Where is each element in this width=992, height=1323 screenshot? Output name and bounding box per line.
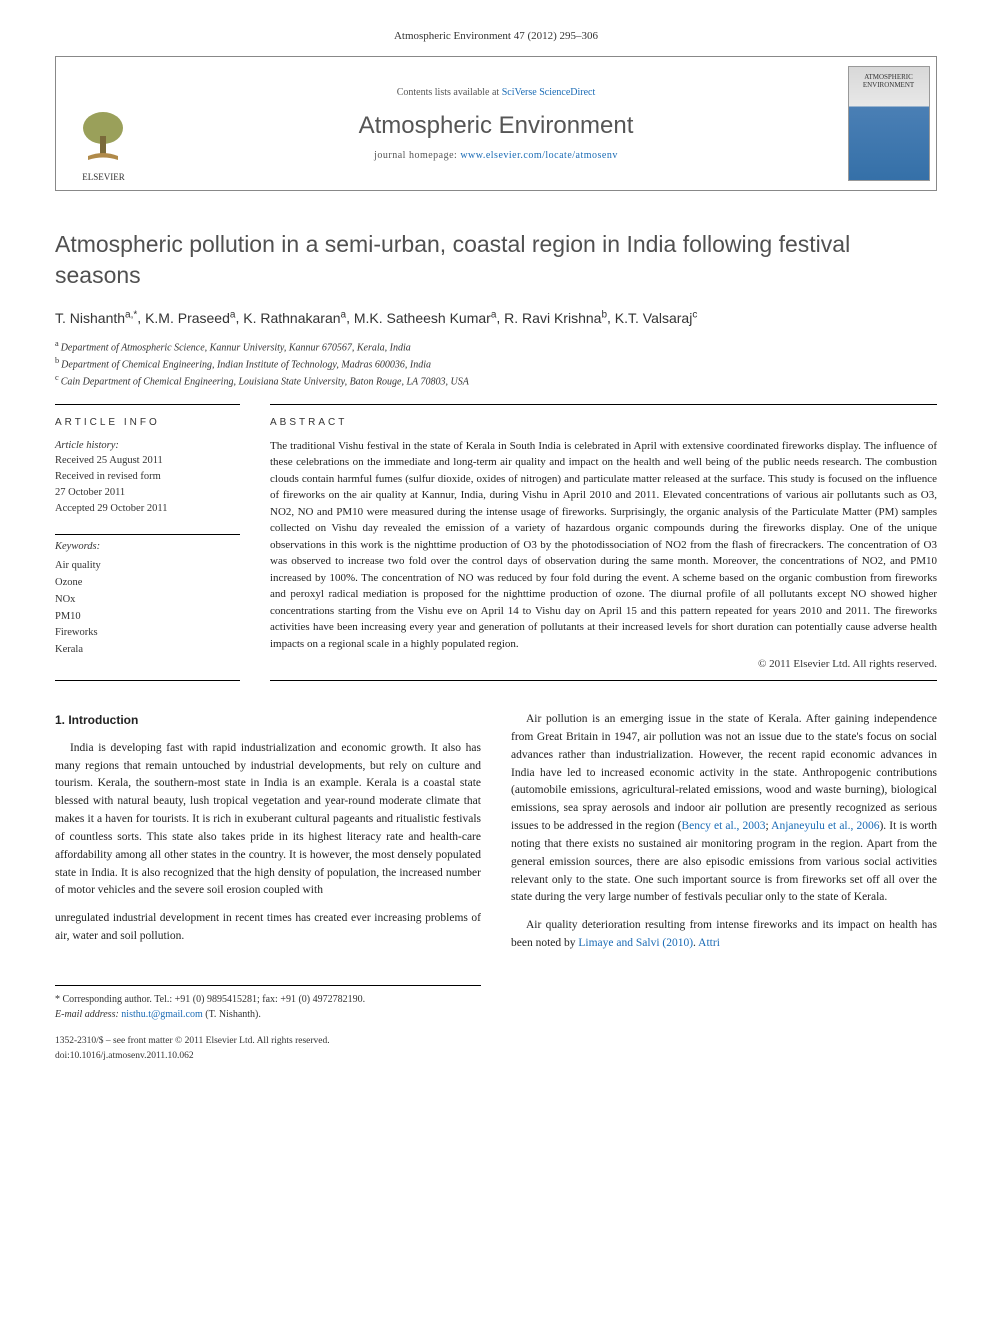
- body-span: Air quality deterioration resulting from…: [511, 919, 937, 949]
- homepage-link[interactable]: www.elsevier.com/locate/atmosenv: [460, 150, 618, 161]
- body-span: ). It is worth noting that there exists …: [511, 820, 937, 903]
- contents-available: Contents lists available at SciVerse Sci…: [397, 87, 596, 98]
- elsevier-text: ELSEVIER: [82, 172, 125, 182]
- body-text: 1. Introduction India is developing fast…: [55, 711, 937, 959]
- corr-fax: +91 (0) 4972782190.: [280, 994, 365, 1005]
- divider: [55, 680, 240, 681]
- divider: [55, 534, 240, 535]
- citation: Atmospheric Environment 47 (2012) 295–30…: [55, 30, 937, 42]
- journal-cover: ATMOSPHERIC ENVIRONMENT: [841, 57, 936, 190]
- citation-link[interactable]: Anjaneyulu et al., 2006: [771, 820, 879, 832]
- journal-homepage: journal homepage: www.elsevier.com/locat…: [374, 150, 618, 161]
- keywords-label: Keywords:: [55, 539, 240, 556]
- footer-left: * Corresponding author. Tel.: +91 (0) 98…: [55, 985, 481, 1063]
- history-line: Accepted 29 October 2011: [55, 503, 167, 514]
- keyword: NOx: [55, 594, 75, 605]
- keyword: Air quality: [55, 560, 101, 571]
- keyword: Fireworks: [55, 627, 98, 638]
- corr-label: * Corresponding author. Tel.:: [55, 994, 175, 1005]
- author: K.M. Praseeda: [145, 310, 235, 326]
- body-para: Air pollution is an emerging issue in th…: [511, 711, 937, 907]
- abstract-column: ABSTRACT The traditional Vishu festival …: [270, 404, 937, 671]
- keyword: Ozone: [55, 577, 82, 588]
- journal-cover-text: ATMOSPHERIC ENVIRONMENT: [849, 73, 929, 89]
- citation-link[interactable]: Bency et al., 2003: [682, 820, 766, 832]
- keywords: Keywords: Air quality Ozone NOx PM10 Firewor…: [55, 539, 240, 659]
- author: K. Rathnakarana: [243, 310, 346, 326]
- journal-name: Atmospheric Environment: [359, 112, 634, 140]
- elsevier-tree-icon: [76, 108, 131, 168]
- author: R. Ravi Krishnab: [504, 310, 607, 326]
- homepage-prefix: journal homepage:: [374, 150, 460, 161]
- history-label: Article history:: [55, 440, 119, 451]
- author: K.T. Valsarajc: [615, 310, 698, 326]
- issn-line: 1352-2310/$ – see front matter © 2011 El…: [55, 1034, 481, 1048]
- citation-link[interactable]: Attri: [698, 937, 720, 949]
- header-center: Contents lists available at SciVerse Sci…: [151, 57, 841, 190]
- keyword: PM10: [55, 611, 81, 622]
- divider: [270, 680, 937, 681]
- email-link[interactable]: nisthu.t@gmail.com: [121, 1009, 202, 1020]
- body-span: Air pollution is an emerging issue in th…: [511, 713, 937, 832]
- article-info-label: ARTICLE INFO: [55, 417, 240, 428]
- contents-prefix: Contents lists available at: [397, 87, 502, 98]
- journal-header: ELSEVIER Contents lists available at Sci…: [55, 56, 937, 191]
- citation-link[interactable]: Limaye and Salvi (2010): [578, 937, 693, 949]
- corresponding-author: * Corresponding author. Tel.: +91 (0) 98…: [55, 992, 481, 1022]
- article-info-column: ARTICLE INFO Article history: Received 2…: [55, 404, 240, 671]
- fax-label: ; fax:: [257, 994, 280, 1005]
- footer-right: [511, 985, 937, 1063]
- body-para: India is developing fast with rapid indu…: [55, 740, 481, 900]
- doi-line: doi:10.1016/j.atmosenv.2011.10.062: [55, 1049, 481, 1063]
- email-label: E-mail address:: [55, 1009, 121, 1020]
- abstract-text: The traditional Vishu festival in the st…: [270, 438, 937, 653]
- abstract-label: ABSTRACT: [270, 417, 937, 428]
- elsevier-logo: ELSEVIER: [56, 57, 151, 190]
- body-para: Air quality deterioration resulting from…: [511, 917, 937, 953]
- author: M.K. Satheesh Kumara: [354, 310, 497, 326]
- journal-cover-thumb: ATMOSPHERIC ENVIRONMENT: [848, 66, 930, 181]
- author: T. Nishantha,*: [55, 310, 137, 326]
- page-footer: * Corresponding author. Tel.: +91 (0) 98…: [55, 985, 937, 1063]
- article-title: Atmospheric pollution in a semi-urban, c…: [55, 229, 937, 291]
- history-line: Received 25 August 2011: [55, 455, 163, 466]
- affiliation: bDepartment of Chemical Engineering, Ind…: [55, 355, 937, 372]
- history-line: Received in revised form: [55, 471, 161, 482]
- email-who: (T. Nishanth).: [203, 1009, 261, 1020]
- affiliation: aDepartment of Atmospheric Science, Kann…: [55, 338, 937, 355]
- history-line: 27 October 2011: [55, 487, 125, 498]
- section-heading: 1. Introduction: [55, 711, 481, 730]
- article-history: Article history: Received 25 August 2011…: [55, 438, 240, 517]
- sciencedirect-link[interactable]: SciVerse ScienceDirect: [502, 87, 596, 98]
- abstract-copyright: © 2011 Elsevier Ltd. All rights reserved…: [270, 658, 937, 670]
- keyword: Kerala: [55, 644, 83, 655]
- corr-tel: +91 (0) 9895415281: [175, 994, 257, 1005]
- authors-list: T. Nishantha,*, K.M. Praseeda, K. Rathna…: [55, 309, 937, 326]
- affiliations-list: aDepartment of Atmospheric Science, Kann…: [55, 338, 937, 390]
- affiliation: cCain Department of Chemical Engineering…: [55, 372, 937, 389]
- body-para: unregulated industrial development in re…: [55, 910, 481, 946]
